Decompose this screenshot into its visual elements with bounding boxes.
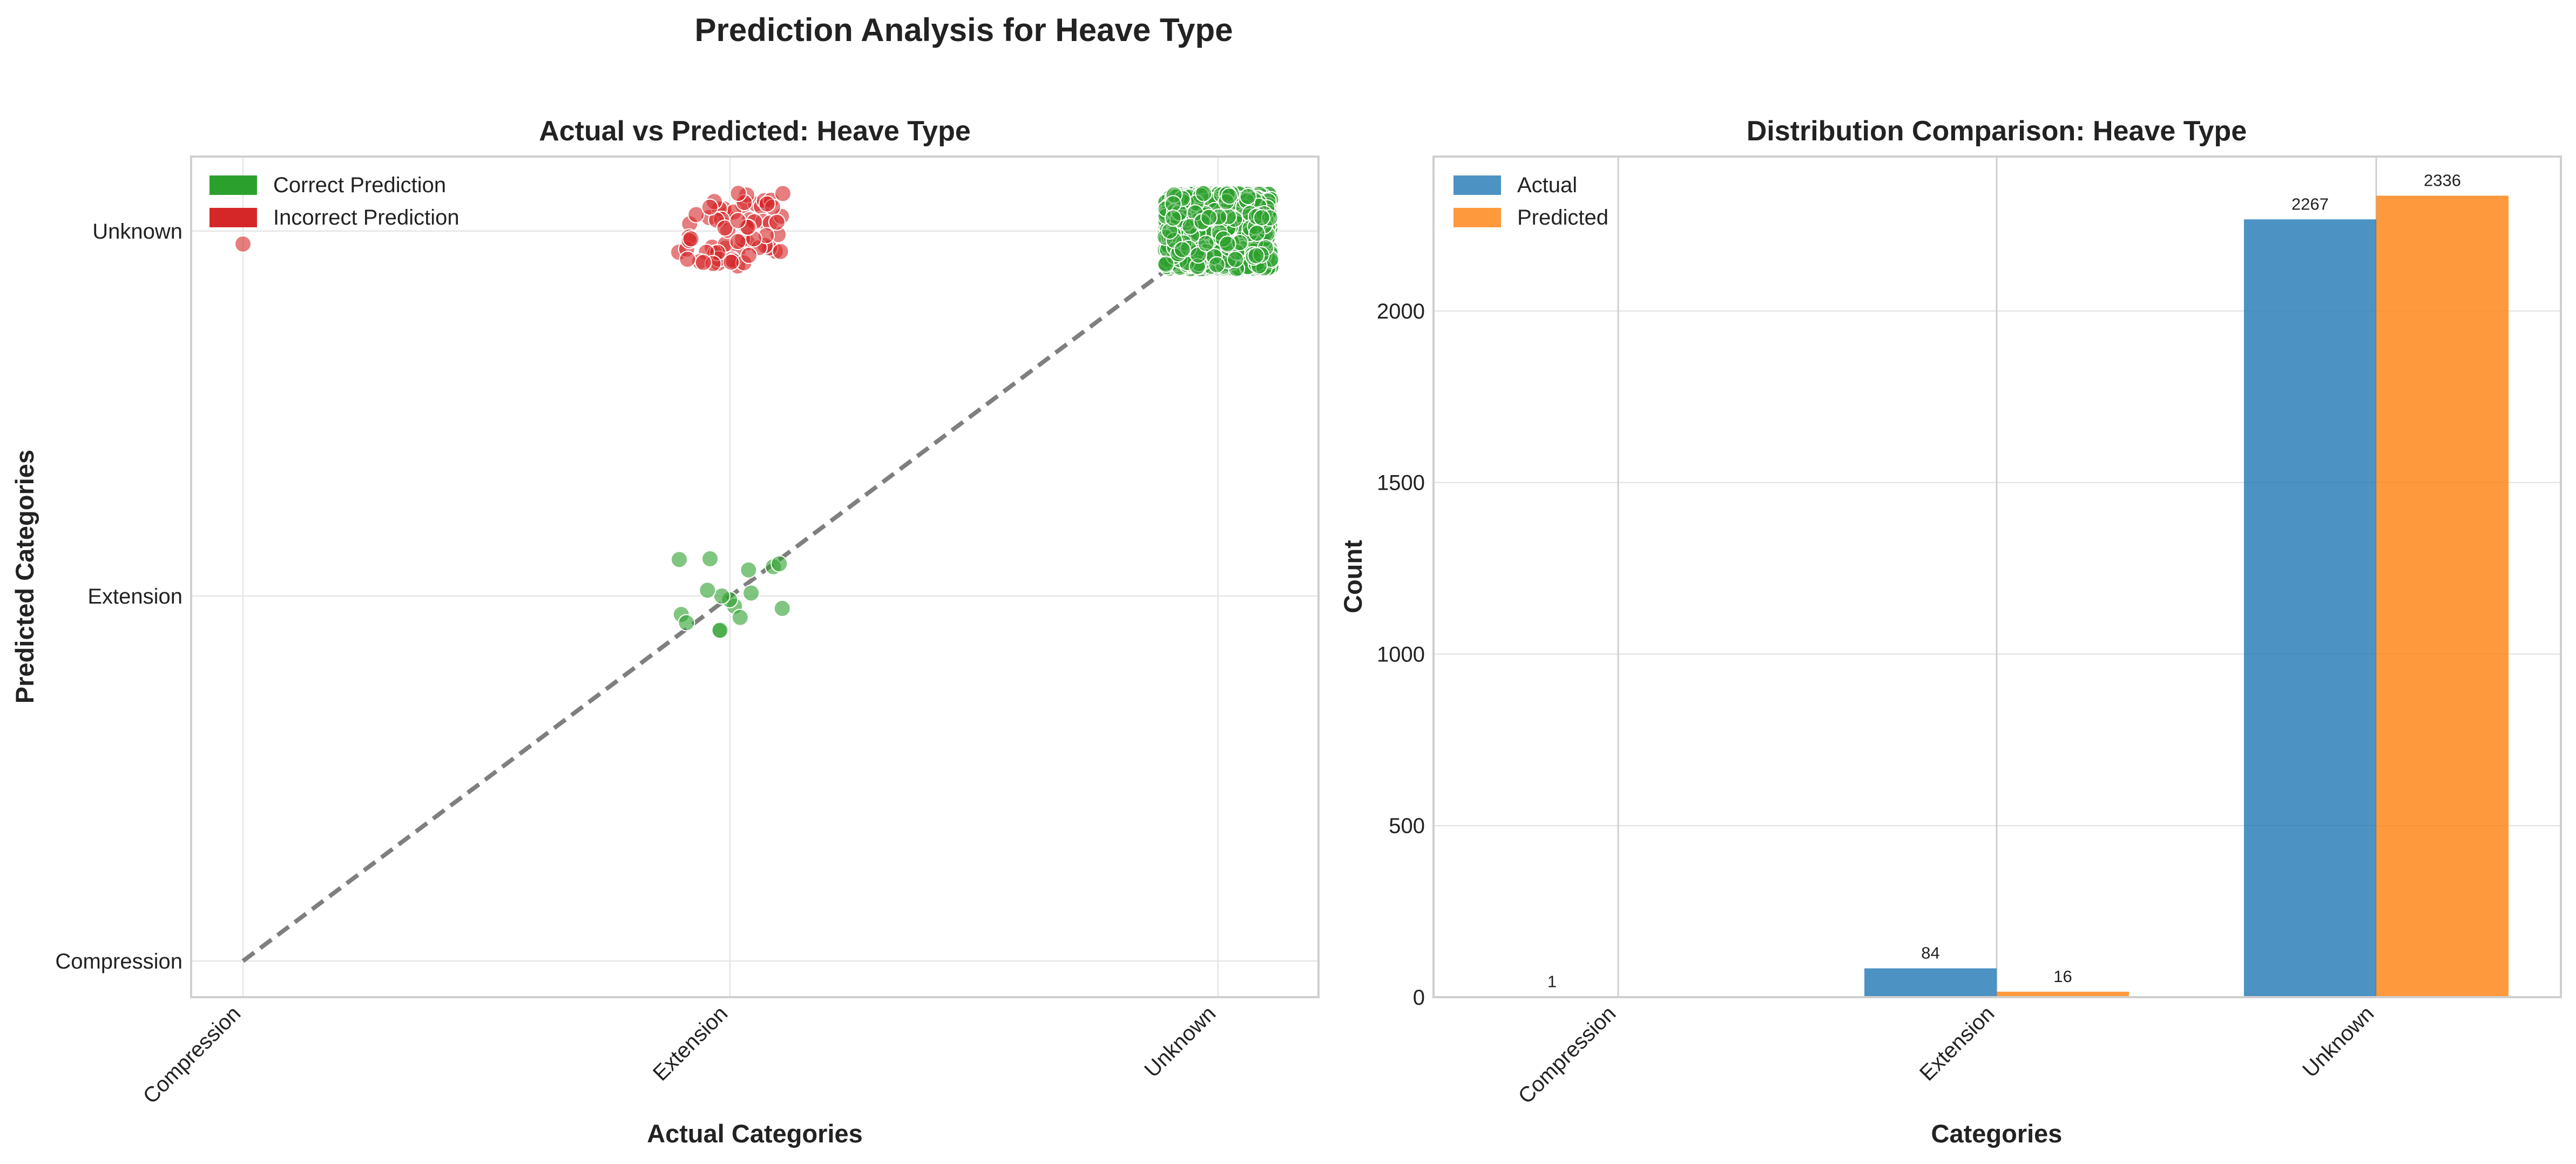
scatter-x-axis-label: Actual Categories	[647, 1119, 863, 1148]
figure-title: Prediction Analysis for Heave Type	[694, 12, 1233, 48]
legend-swatch-actual	[1453, 175, 1501, 195]
scatter-points	[234, 185, 1280, 640]
scatter-y-tick-compression: Compression	[55, 950, 182, 973]
point-group-compression-to-unknown	[234, 235, 252, 253]
point-correct	[670, 551, 688, 569]
bar-y-ticks: 0 500 1000 1500 2000	[1377, 300, 1425, 1010]
bar-plot-frame	[1432, 155, 2562, 998]
point-incorrect	[729, 233, 747, 251]
point-correct	[1208, 256, 1226, 274]
bar-value-actual-extension: 84	[1921, 944, 1939, 963]
scatter-x-ticks: Compression Extension Unknown	[139, 1001, 1221, 1108]
bar-x-axis-label: Categories	[1931, 1119, 2063, 1148]
point-incorrect	[682, 230, 700, 248]
bar-actual-unknown	[2244, 219, 2376, 998]
bar-value-actual-unknown: 2267	[2291, 194, 2329, 213]
point-incorrect	[687, 206, 705, 224]
bar-value-predicted-unknown: 2336	[2424, 171, 2461, 190]
bars: 1 84 2267 16 2336	[1486, 171, 2509, 998]
bar-predicted-unknown	[2376, 195, 2509, 998]
point-group-unknown-to-unknown	[1157, 185, 1280, 278]
scatter-plot-frame	[190, 155, 1320, 998]
point-group-extension-to-extension	[670, 550, 791, 640]
scatter-x-tick-compression: Compression	[139, 1001, 246, 1108]
point-correct	[731, 608, 749, 626]
scatter-legend: Correct Prediction Incorrect Prediction	[209, 173, 459, 229]
point-correct	[699, 581, 716, 599]
bar-y-tick-2000: 2000	[1377, 300, 1425, 323]
point-correct	[1239, 187, 1257, 205]
bar-title: Distribution Comparison: Heave Type	[1747, 116, 2247, 147]
bar-value-actual-compression: 1	[1547, 972, 1557, 991]
point-incorrect	[740, 246, 758, 264]
point-correct	[713, 587, 731, 605]
point-correct	[742, 584, 760, 602]
point-correct	[678, 614, 695, 632]
scatter-x-tick-extension: Extension	[648, 1001, 732, 1085]
point-correct	[1253, 209, 1270, 227]
scatter-y-tick-extension: Extension	[87, 585, 182, 608]
point-correct	[1220, 187, 1238, 205]
legend-label-correct: Correct Prediction	[273, 173, 446, 197]
point-correct	[773, 599, 791, 617]
legend-label-predicted: Predicted	[1517, 206, 1608, 229]
point-incorrect	[772, 242, 789, 260]
point-correct	[1164, 209, 1182, 227]
bar-y-tick-1000: 1000	[1377, 642, 1425, 666]
legend-label-incorrect: Incorrect Prediction	[273, 206, 459, 229]
point-correct	[1157, 255, 1175, 273]
point-incorrect	[679, 251, 697, 268]
point-group-extension-to-unknown	[670, 185, 792, 275]
bar-y-axis-label: Count	[1338, 540, 1367, 613]
bar-x-tick-compression: Compression	[1514, 1001, 1621, 1108]
point-correct	[1173, 241, 1191, 259]
point-incorrect	[729, 185, 747, 202]
point-correct	[1195, 185, 1213, 202]
legend-swatch-predicted	[1453, 208, 1501, 227]
scatter-y-ticks: Compression Extension Unknown	[55, 220, 182, 973]
point-incorrect	[774, 185, 792, 202]
bar-legend: Actual Predicted	[1453, 173, 1608, 229]
point-correct	[1200, 208, 1218, 226]
bar-y-tick-500: 500	[1389, 814, 1425, 838]
point-correct	[1247, 247, 1265, 265]
bar-actual-extension	[1864, 968, 1997, 997]
point-incorrect	[722, 253, 740, 271]
point-correct	[740, 561, 758, 579]
bar-x-tick-unknown: Unknown	[2298, 1001, 2378, 1082]
bar-y-tick-0: 0	[1413, 986, 1425, 1010]
point-incorrect	[716, 219, 734, 237]
bar-x-tick-extension: Extension	[1915, 1001, 1999, 1085]
point-correct	[770, 555, 788, 573]
point-incorrect	[701, 198, 719, 216]
scatter-y-axis-label: Predicted Categories	[10, 450, 39, 703]
bar-value-predicted-extension: 16	[2053, 967, 2072, 986]
point-correct	[711, 621, 729, 639]
point-incorrect	[234, 235, 252, 253]
bar-y-tick-1500: 1500	[1377, 471, 1425, 495]
scatter-x-tick-unknown: Unknown	[1140, 1001, 1220, 1082]
legend-label-actual: Actual	[1517, 173, 1577, 197]
scatter-title: Actual vs Predicted: Heave Type	[539, 116, 971, 147]
legend-swatch-correct	[209, 175, 257, 195]
scatter-chart: Actual vs Predicted: Heave Type Compress…	[10, 116, 1320, 1148]
point-correct	[701, 550, 719, 567]
point-incorrect	[768, 213, 786, 231]
point-incorrect	[694, 254, 712, 272]
bar-predicted-extension	[1997, 991, 2129, 997]
point-correct	[1248, 225, 1266, 242]
bar-chart: Distribution Comparison: Heave Type 1 84 2…	[1338, 116, 2562, 1148]
point-correct	[1197, 235, 1215, 253]
bar-x-ticks: Compression Extension Unknown	[1514, 1001, 2379, 1108]
point-correct	[1227, 251, 1245, 268]
legend-swatch-incorrect	[209, 208, 257, 227]
point-incorrect	[758, 195, 776, 213]
point-correct	[1219, 235, 1236, 253]
point-incorrect	[729, 212, 747, 229]
scatter-y-tick-unknown: Unknown	[92, 220, 182, 243]
